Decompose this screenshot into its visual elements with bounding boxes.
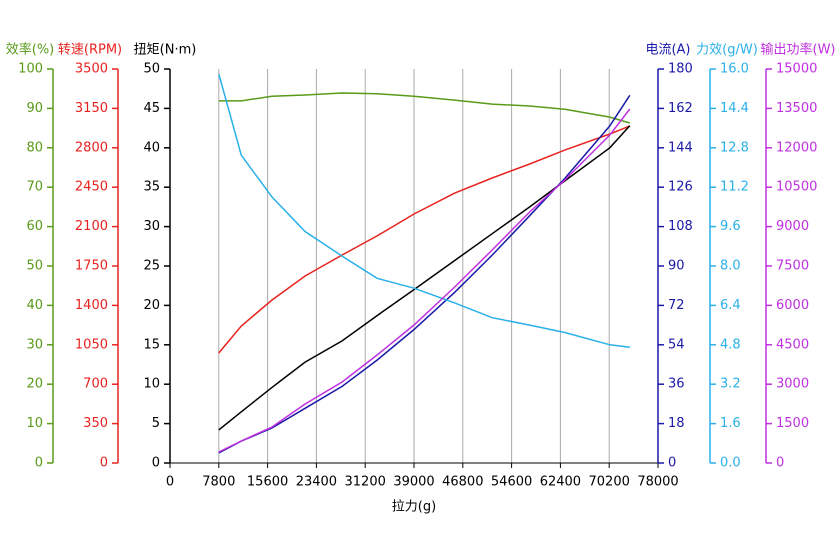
y-tick-label: 70 (26, 180, 43, 195)
y-tick-label: 25 (143, 259, 160, 274)
y-tick-label: 54 (668, 337, 685, 352)
y-tick-label: 1050 (75, 337, 108, 352)
y-tick-label: 3500 (75, 62, 108, 77)
x-tick-label: 62400 (540, 475, 581, 490)
y-tick-label: 1750 (75, 259, 108, 274)
y-tick-label: 0 (668, 456, 676, 471)
x-tick-label: 23400 (296, 475, 337, 490)
y-axis-label: 力效(g/W) (696, 43, 758, 58)
series-line (218, 92, 631, 124)
y-tick-label: 15 (143, 337, 160, 352)
y-tick-label: 50 (143, 62, 160, 77)
y-tick-label: 108 (668, 219, 693, 234)
y-tick-label: 0.0 (720, 456, 741, 471)
y-tick-label: 2450 (75, 180, 108, 195)
y-tick-label: 10 (26, 416, 43, 431)
y-tick-label: 3.2 (720, 377, 741, 392)
series-line (218, 94, 631, 454)
y-tick-label: 0 (776, 456, 784, 471)
y-axis-label: 扭矩(N·m) (134, 43, 197, 58)
y-tick-label: 18 (668, 416, 685, 431)
x-tick-label: 15600 (247, 475, 288, 490)
y-tick-label: 80 (26, 140, 43, 155)
series-line (218, 125, 631, 354)
y-tick-label: 11.2 (720, 180, 749, 195)
y-tick-label: 350 (83, 416, 108, 431)
y-axis-label: 输出功率(W) (761, 42, 836, 58)
series-line (218, 108, 631, 453)
y-tick-label: 3150 (75, 101, 108, 116)
y-tick-label: 72 (668, 298, 685, 313)
y-tick-label: 10 (143, 377, 160, 392)
y-tick-label: 5 (152, 416, 160, 431)
series-line (218, 125, 631, 431)
y-tick-label: 3000 (776, 377, 809, 392)
y-tick-label: 1400 (75, 298, 108, 313)
y-tick-label: 4500 (776, 337, 809, 352)
x-tick-label: 0 (166, 475, 174, 490)
y-tick-label: 16.0 (720, 62, 749, 77)
y-tick-label: 2800 (75, 140, 108, 155)
y-tick-label: 60 (26, 219, 43, 234)
y-tick-label: 100 (18, 62, 43, 77)
y-tick-label: 180 (668, 62, 693, 77)
y-axis-label: 效率(%) (6, 42, 55, 58)
x-tick-label: 39000 (393, 475, 434, 490)
y-tick-label: 1500 (776, 416, 809, 431)
y-tick-label: 0 (100, 456, 108, 471)
y-tick-label: 0 (35, 456, 43, 471)
y-tick-label: 7500 (776, 259, 809, 274)
y-tick-label: 4.8 (720, 337, 741, 352)
y-tick-label: 700 (83, 377, 108, 392)
y-tick-label: 9.6 (720, 219, 741, 234)
x-tick-label: 78000 (637, 475, 678, 490)
x-tick-label: 7800 (202, 475, 235, 490)
y-tick-label: 1.6 (720, 416, 741, 431)
y-axis-label: 电流(A) (645, 43, 690, 58)
y-tick-label: 126 (668, 180, 693, 195)
y-tick-label: 0 (152, 456, 160, 471)
x-tick-label: 46800 (442, 475, 483, 490)
y-tick-label: 162 (668, 101, 693, 116)
y-tick-label: 90 (26, 101, 43, 116)
y-tick-label: 20 (26, 377, 43, 392)
y-tick-label: 30 (26, 337, 43, 352)
x-tick-label: 31200 (345, 475, 386, 490)
y-tick-label: 6.4 (720, 298, 741, 313)
y-tick-label: 45 (143, 101, 160, 116)
y-tick-label: 6000 (776, 298, 809, 313)
y-tick-label: 10500 (776, 180, 817, 195)
y-tick-label: 30 (143, 219, 160, 234)
y-tick-label: 35 (143, 180, 160, 195)
y-tick-label: 12.8 (720, 140, 749, 155)
y-tick-label: 9000 (776, 219, 809, 234)
y-tick-label: 20 (143, 298, 160, 313)
x-axis-label: 拉力(g) (392, 500, 436, 515)
y-tick-label: 8.0 (720, 259, 741, 274)
y-tick-label: 40 (26, 298, 43, 313)
y-tick-label: 144 (668, 140, 693, 155)
y-axis-label: 转速(RPM) (58, 43, 122, 58)
y-tick-label: 40 (143, 140, 160, 155)
y-tick-label: 12000 (776, 140, 817, 155)
series-line (218, 73, 630, 349)
y-tick-label: 50 (26, 259, 43, 274)
y-tick-label: 14.4 (720, 101, 749, 116)
x-tick-label: 70200 (589, 475, 630, 490)
y-tick-label: 90 (668, 259, 685, 274)
y-tick-label: 36 (668, 377, 685, 392)
x-tick-label: 54600 (491, 475, 532, 490)
y-tick-label: 2100 (75, 219, 108, 234)
y-tick-label: 15000 (776, 62, 817, 77)
y-tick-label: 13500 (776, 101, 817, 116)
